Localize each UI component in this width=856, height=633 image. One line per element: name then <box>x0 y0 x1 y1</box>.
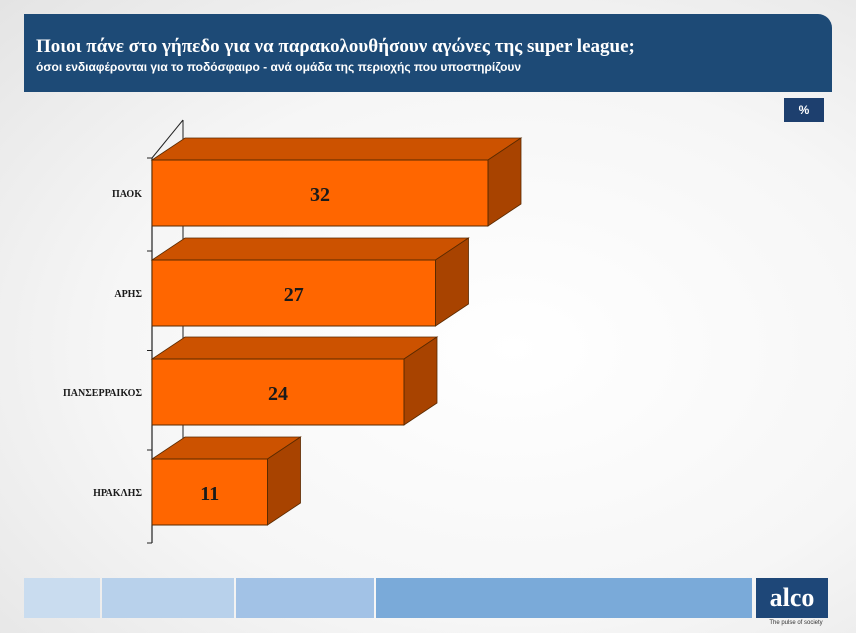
chart-subtitle: όσοι ενδιαφέρονται για το ποδόσφαιρο - α… <box>36 60 522 74</box>
category-label: ΗΡΑΚΛΗΣ <box>93 488 142 499</box>
bar <box>151 358 405 426</box>
data-label: 27 <box>284 284 304 306</box>
footer-color-strip <box>376 578 752 618</box>
logo-tagline: The pulse of society <box>769 620 823 626</box>
unit-badge: % <box>784 98 824 122</box>
bar-top-face <box>150 237 470 261</box>
bar <box>151 259 436 327</box>
bar-top-face <box>150 137 523 161</box>
bar <box>151 159 489 227</box>
footer-color-strip <box>102 578 234 618</box>
bar-top-face <box>150 336 439 360</box>
chart-title: Ποιοι πάνε στο γήπεδο για να παρακολουθή… <box>36 36 635 57</box>
footer-color-strip <box>236 578 374 618</box>
data-label: 24 <box>268 383 288 405</box>
data-label: 11 <box>200 483 219 505</box>
category-label: ΠΑΝΣΕΡΡΑΙΚΟΣ <box>63 388 142 399</box>
y-axis-depth-line <box>151 119 184 159</box>
data-label: 32 <box>310 184 330 206</box>
header-banner: Ποιοι πάνε στο γήπεδο για να παρακολουθή… <box>24 14 832 92</box>
category-label: ΠΑΟΚ <box>112 189 142 200</box>
footer-color-strip <box>24 578 100 618</box>
category-label: ΑΡΗΣ <box>114 289 142 300</box>
bar <box>151 458 268 526</box>
alco-logo: alco <box>756 578 828 618</box>
